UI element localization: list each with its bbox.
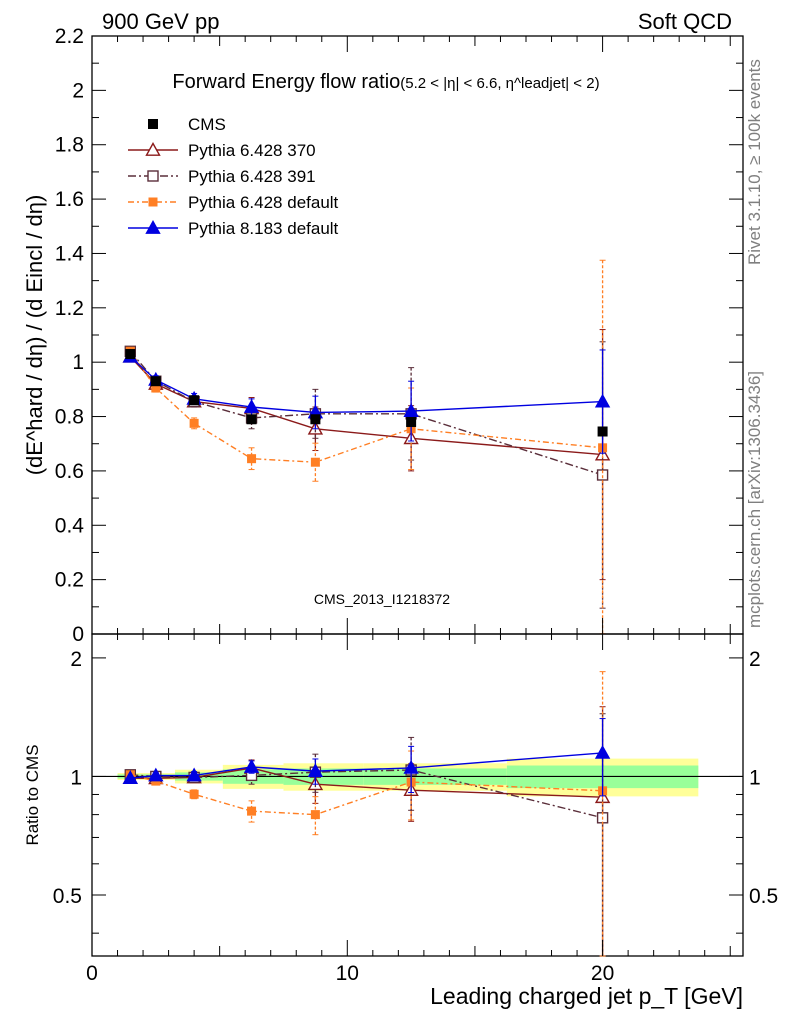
- data-point: [307, 763, 324, 778]
- legend-label-cms: CMS: [188, 115, 226, 134]
- x-tick-label: 10: [336, 962, 359, 985]
- data-point: [122, 770, 138, 785]
- data-point: [151, 383, 161, 393]
- y-tick-label: 1.4: [55, 242, 85, 265]
- y-tick-label: 1.6: [55, 188, 84, 211]
- analysis-watermark: CMS_2013_I1218372: [314, 591, 450, 607]
- y-tick-label: 0.4: [55, 514, 85, 537]
- cms-data-point: [125, 349, 136, 360]
- ratio-y-tick-label: 2: [749, 648, 761, 671]
- data-point: [247, 806, 257, 816]
- series-line: [129, 350, 603, 476]
- x-axis-label: Leading charged jet p_T [GeV]: [430, 983, 743, 1009]
- ratio-frame: [91, 633, 744, 957]
- y-tick-label: 1: [72, 351, 84, 374]
- ratio-y-tick-label: 1: [749, 766, 761, 789]
- y-tick-label: 0.6: [55, 460, 84, 483]
- cms-data-point: [597, 426, 608, 437]
- ratio-y-tick-label: 0.5: [53, 885, 82, 908]
- data-point: [403, 759, 419, 774]
- ratio-y-axis-label: Ratio to CMS: [23, 744, 42, 845]
- cms-data-point: [310, 414, 321, 425]
- y-tick-label: 0.2: [55, 569, 84, 592]
- legend-label: Pythia 6.428 default: [188, 193, 339, 212]
- cms-data-point: [406, 416, 417, 427]
- data-point: [148, 767, 164, 782]
- y-tick-label: 0: [72, 623, 84, 646]
- y-tick-label: 1.8: [55, 134, 84, 157]
- legend-marker: [148, 197, 158, 207]
- x-tick-label: 20: [591, 962, 614, 985]
- data-point: [594, 744, 611, 759]
- data-point: [310, 810, 320, 820]
- rivet-version-label: Rivet 3.1.10, ≥ 100k events: [745, 59, 764, 265]
- x-tick-label: 0: [86, 962, 98, 985]
- data-point: [596, 469, 609, 481]
- data-point: [247, 454, 257, 464]
- legend-marker: [147, 170, 159, 182]
- legend-marker: [145, 142, 161, 156]
- ratio-y-tick-label: 2: [70, 648, 82, 671]
- mcplots-label: mcplots.cern.ch [arXiv:1306.3436]: [745, 371, 764, 628]
- data-point: [594, 393, 611, 408]
- data-point: [243, 399, 260, 413]
- header-left: 900 GeV pp: [102, 9, 219, 34]
- data-point: [189, 789, 199, 799]
- chart-title: Forward Energy flow ratio(5.2 < |η| < 6.…: [172, 71, 599, 93]
- header-right: Soft QCD: [638, 9, 732, 34]
- ratio-panel: 0 10 20 0.5 0.5 1 1 2 2: [53, 633, 778, 985]
- cms-data-point: [189, 395, 200, 406]
- legend: CMS Pythia 6.428 370 Pythia 6.428 391 Pythi…: [128, 115, 339, 238]
- cms-data-point: [246, 414, 257, 425]
- legend-marker-cms: [148, 119, 158, 129]
- y-tick-label: 1.2: [55, 297, 84, 320]
- y-axis-label: (dE^hard / dη) / (d Eincl / dη): [22, 195, 47, 476]
- main-panel: 0 0.2 0.4 0.6 0.8 1 1.2 1.4 1.6 1.8 2 2.2: [55, 25, 744, 646]
- cms-data-point: [150, 376, 161, 387]
- y-tick-label: 2: [72, 79, 84, 102]
- y-tick-label: 2.2: [55, 25, 84, 48]
- data-point: [403, 403, 419, 418]
- ratio-y-tick-label: 1: [70, 766, 82, 789]
- legend-marker: [145, 220, 161, 234]
- y-tick-label: 0.8: [55, 406, 84, 429]
- data-point: [186, 767, 202, 782]
- legend-label: Pythia 8.183 default: [188, 219, 339, 238]
- data-point: [189, 418, 199, 428]
- legend-label: Pythia 6.428 391: [188, 167, 316, 186]
- data-point: [243, 759, 260, 773]
- data-point: [310, 457, 320, 467]
- legend-label: Pythia 6.428 370: [188, 141, 316, 160]
- ratio-y-tick-label: 0.5: [749, 885, 778, 908]
